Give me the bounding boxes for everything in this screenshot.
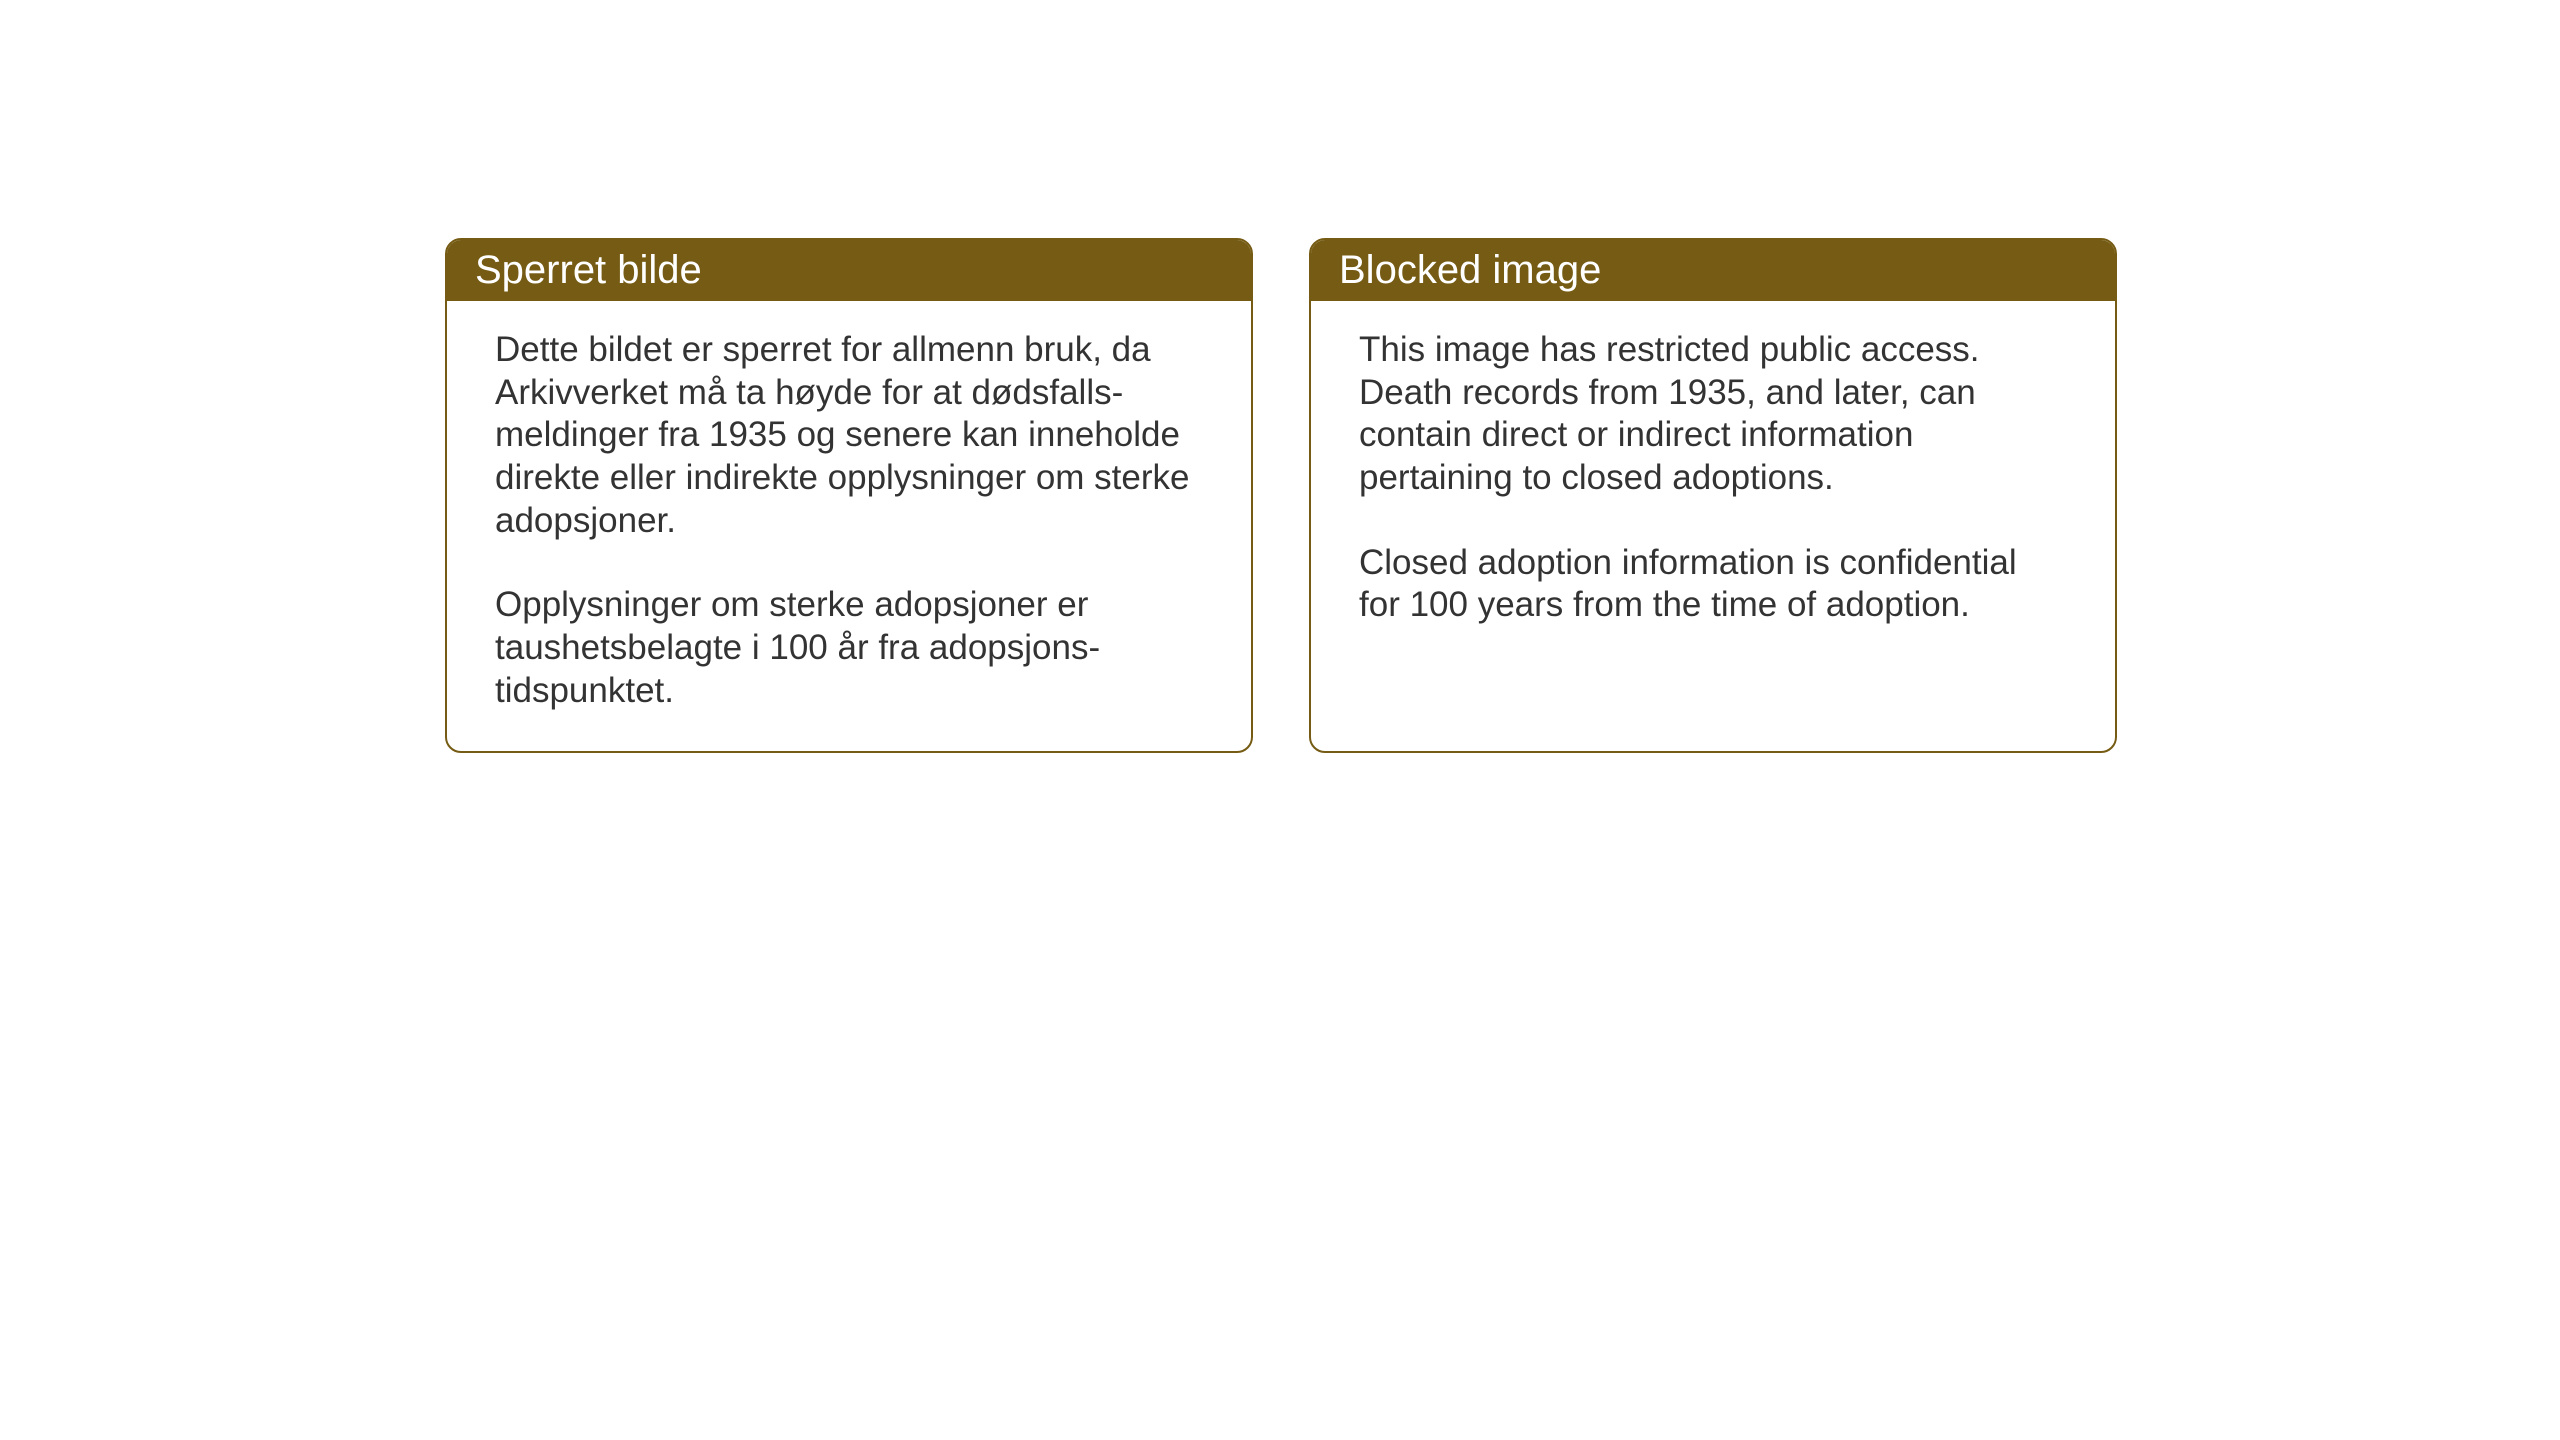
english-card-title: Blocked image	[1339, 248, 1601, 292]
english-card: Blocked image This image has restricted …	[1309, 238, 2117, 753]
norwegian-card-title: Sperret bilde	[475, 248, 702, 292]
norwegian-paragraph-2: Opplysninger om sterke adopsjoner er tau…	[495, 584, 1203, 712]
norwegian-paragraph-1: Dette bildet er sperret for allmenn bruk…	[495, 329, 1203, 542]
cards-container: Sperret bilde Dette bildet er sperret fo…	[445, 238, 2117, 753]
norwegian-card-header: Sperret bilde	[447, 240, 1251, 301]
norwegian-card: Sperret bilde Dette bildet er sperret fo…	[445, 238, 1253, 753]
english-card-body: This image has restricted public access.…	[1311, 301, 2115, 665]
norwegian-card-body: Dette bildet er sperret for allmenn bruk…	[447, 301, 1251, 751]
english-paragraph-1: This image has restricted public access.…	[1359, 329, 2067, 500]
english-paragraph-2: Closed adoption information is confident…	[1359, 542, 2067, 627]
english-card-header: Blocked image	[1311, 240, 2115, 301]
